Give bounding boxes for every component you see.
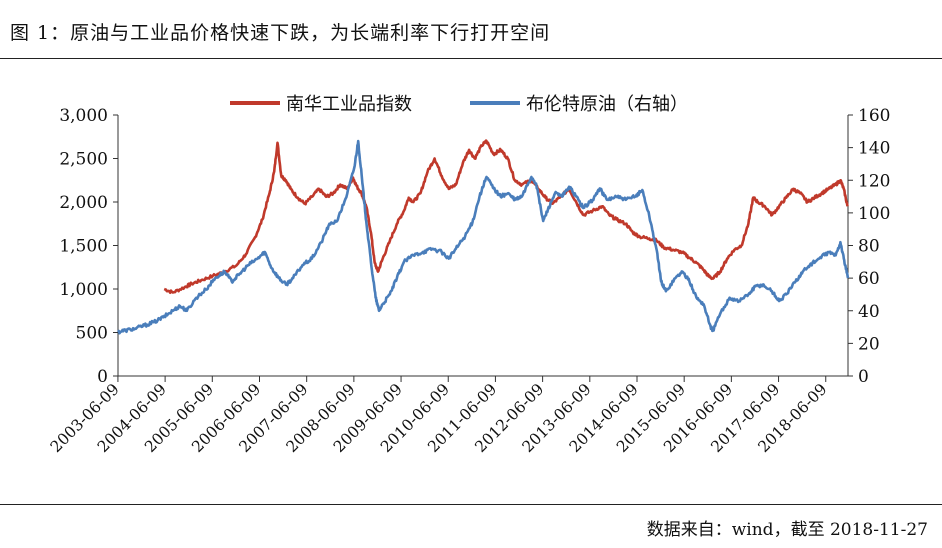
right-y-tick-label: 0	[858, 367, 869, 387]
right-y-tick-label: 60	[858, 269, 880, 289]
right-y-tick-label: 20	[858, 334, 880, 354]
left-y-tick-label: 1,000	[59, 280, 108, 300]
legend-label-1: 南华工业品指数	[286, 94, 412, 115]
left-y-tick-label: 500	[76, 324, 108, 344]
right-y-tick-label: 40	[858, 302, 880, 322]
right-y-tick-label: 140	[858, 139, 890, 159]
chart-legend: 南华工业品指数 布伦特原油（右轴）	[230, 94, 688, 115]
left-y-tick-label: 3,000	[59, 106, 108, 126]
chart-axes: 0 500 1,000 1,500 2,000 2,500 3,000 0 20 40 60 80 10…	[47, 106, 891, 456]
right-y-tick-label: 120	[858, 171, 890, 191]
legend-label-2: 布伦特原油（右轴）	[526, 94, 688, 115]
line-chart: 0 500 1,000 1,500 2,000 2,500 3,000 0 20 40 60 80 10…	[47, 94, 891, 456]
left-y-tick-label: 0	[97, 367, 108, 387]
data-source-note: 数据来自：wind，截至 2018-11-27	[646, 520, 928, 540]
figure-title: 图 1：原油与工业品价格快速下跌，为长端利率下行打开空间	[10, 22, 551, 44]
series-line-1	[163, 139, 849, 294]
series-line-2	[116, 139, 850, 335]
right-y-tick-label: 80	[858, 237, 880, 257]
left-y-tick-label: 2,500	[59, 150, 108, 170]
right-y-tick-label: 160	[858, 106, 890, 126]
bottom-divider	[0, 504, 942, 505]
left-y-tick-label: 2,000	[59, 193, 108, 213]
left-y-tick-label: 1,500	[59, 237, 108, 257]
top-divider	[0, 58, 942, 59]
series-layer	[116, 139, 850, 335]
right-y-tick-label: 100	[858, 204, 890, 224]
